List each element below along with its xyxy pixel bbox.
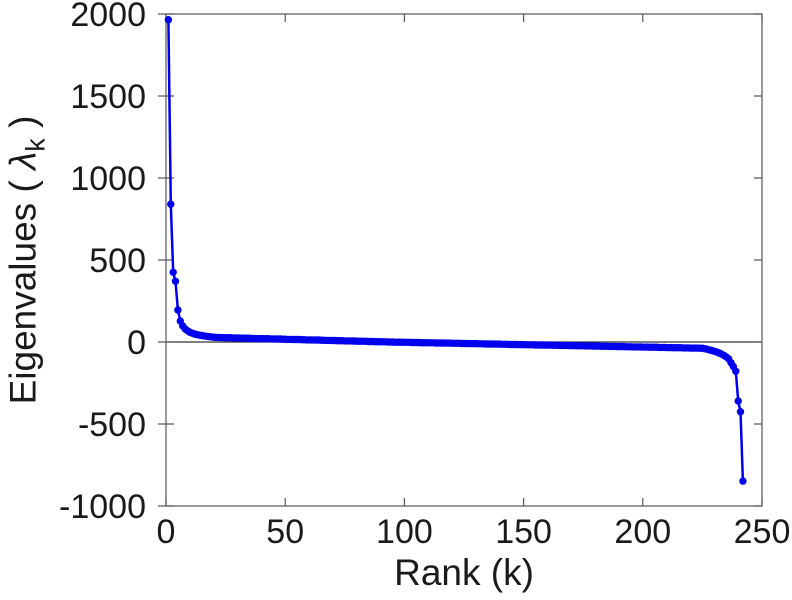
y-axis-label: Eigenvalues ( λk ) [3,116,52,405]
y-tick-labels: -1000 -500 0 500 1000 1500 2000 [59,0,146,526]
y-axis-label-prefix: Eigenvalues ( [2,169,44,405]
y-axis-ticks [158,13,762,507]
y-tick-label: -500 [78,406,146,444]
eigenvalue-markers [164,16,747,485]
x-tick-label: 250 [734,513,791,551]
data-point-marker [164,16,173,24]
y-tick-label: 1500 [70,78,146,116]
y-tick-label: 500 [89,242,146,280]
x-tick-label: 50 [266,513,304,551]
plot-box [165,13,763,507]
x-tick-label: 0 [157,513,176,551]
x-tick-label: 200 [614,513,671,551]
y-axis-label-suffix: ) [2,115,44,139]
eigenvalue-line [167,18,745,483]
x-tick-labels: 0 50 100 150 200 250 [157,513,791,551]
data-point-marker [174,306,182,314]
data-point-marker [169,268,177,276]
data-point-marker [732,367,740,375]
data-point-marker [736,408,745,416]
data-point-marker [739,477,747,485]
data-point-marker [167,200,175,208]
data-point-marker [734,397,742,405]
x-tick-label: 100 [376,513,433,551]
y-tick-label: -1000 [59,488,146,526]
x-axis-ticks [165,14,763,506]
data-point-marker [171,277,180,285]
y-tick-label: 0 [127,324,146,362]
x-axis-label: Rank (k) [394,552,534,593]
y-tick-label: 1000 [70,160,146,198]
lambda-subscript: k [20,138,51,152]
lambda-symbol: λ [2,151,44,170]
y-tick-label: 2000 [70,0,146,34]
x-tick-label: 150 [495,513,552,551]
